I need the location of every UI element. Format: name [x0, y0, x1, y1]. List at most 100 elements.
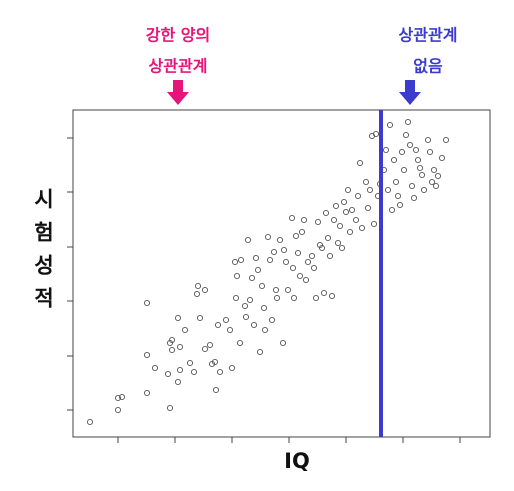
point: [434, 172, 442, 180]
point: [193, 290, 201, 298]
point: [338, 244, 346, 252]
point: [364, 204, 372, 212]
point: [308, 252, 316, 260]
point: [432, 182, 440, 190]
point: [396, 201, 404, 209]
point: [392, 178, 400, 186]
point: [261, 326, 269, 334]
point: [181, 326, 189, 334]
point: [194, 282, 202, 290]
point: [273, 294, 281, 302]
point: [254, 266, 262, 274]
annotation-text: 없음: [413, 57, 443, 76]
point: [442, 136, 450, 144]
point: [336, 222, 344, 230]
point: [289, 264, 297, 272]
point: [232, 294, 240, 302]
point: [294, 249, 302, 257]
point: [328, 292, 336, 300]
point: [258, 282, 266, 290]
point: [201, 286, 209, 294]
point: [366, 186, 374, 194]
point: [320, 289, 328, 297]
point: [174, 378, 182, 386]
point: [304, 258, 312, 266]
point: [242, 313, 250, 321]
point: [284, 286, 292, 294]
point: [166, 339, 174, 347]
point: [300, 216, 308, 224]
point: [264, 233, 272, 241]
point: [420, 186, 428, 194]
point: [340, 198, 348, 206]
point: [428, 178, 436, 186]
point: [292, 232, 300, 240]
point: [408, 182, 416, 190]
point: [143, 299, 151, 307]
point: [410, 194, 418, 202]
point: [206, 341, 214, 349]
point: [164, 370, 172, 378]
point: [412, 146, 420, 154]
point: [260, 304, 268, 312]
point: [114, 394, 122, 402]
point: [114, 406, 122, 414]
point: [390, 156, 398, 164]
point: [344, 186, 352, 194]
point: [394, 192, 402, 200]
point: [272, 286, 280, 294]
point: [266, 256, 274, 264]
point: [404, 118, 412, 126]
point: [310, 264, 318, 272]
point: [174, 314, 182, 322]
point: [86, 418, 94, 426]
point: [418, 171, 426, 179]
point: [416, 164, 424, 172]
point: [330, 216, 338, 224]
point: [356, 159, 364, 167]
point: [282, 258, 290, 266]
point: [222, 316, 230, 324]
point: [362, 178, 370, 186]
point: [358, 224, 366, 232]
point: [384, 186, 392, 194]
point: [370, 220, 378, 228]
point: [324, 234, 332, 242]
point: [168, 336, 176, 344]
point: [268, 316, 276, 324]
annotation-arrow: [167, 80, 189, 105]
point: [402, 131, 410, 139]
point: [326, 252, 334, 260]
point: [352, 216, 360, 224]
point: [342, 208, 350, 216]
point: [250, 321, 258, 329]
point: [386, 121, 394, 129]
point: [388, 206, 396, 214]
point: [414, 156, 422, 164]
point: [382, 146, 390, 154]
point: [246, 296, 254, 304]
point: [236, 339, 244, 347]
point: [279, 339, 287, 347]
point: [400, 166, 408, 174]
point: [190, 368, 198, 376]
point: [322, 209, 330, 217]
point: [186, 359, 194, 367]
point: [248, 274, 256, 282]
point: [118, 393, 126, 401]
annotation-text: 상관관계: [399, 26, 458, 45]
point: [288, 214, 296, 222]
point: [176, 343, 184, 351]
point: [398, 148, 406, 156]
point: [312, 294, 320, 302]
annotation-text: 강한 양의: [146, 26, 210, 45]
point: [216, 368, 224, 376]
point: [228, 364, 236, 372]
point: [233, 272, 241, 280]
annotation-arrow: [399, 80, 421, 105]
point: [241, 302, 249, 310]
annotation-text: 상관관계: [149, 57, 208, 76]
point: [426, 148, 434, 156]
